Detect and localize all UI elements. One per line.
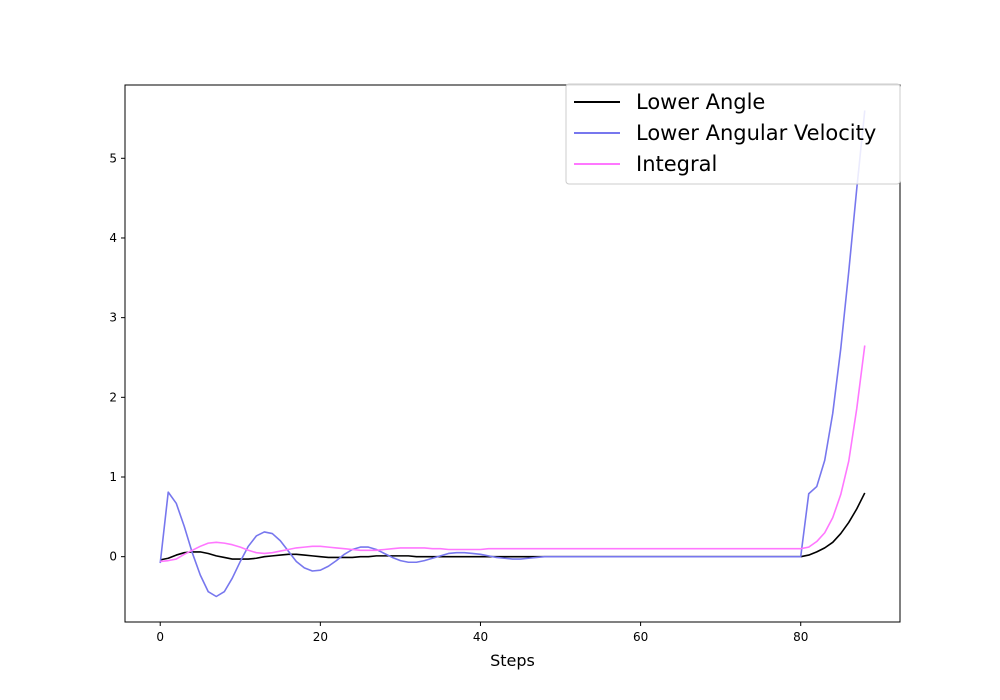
x-tick-label: 20 xyxy=(313,630,328,644)
y-tick-label: 0 xyxy=(109,550,117,564)
y-tick-label: 1 xyxy=(109,470,117,484)
series-line-2 xyxy=(160,345,866,563)
y-tick-label: 5 xyxy=(109,151,117,165)
x-tick-label: 60 xyxy=(633,630,648,644)
legend-label-1: Lower Angular Velocity xyxy=(636,121,876,145)
legend-box xyxy=(565,83,901,185)
x-axis-label: Steps xyxy=(490,651,535,670)
x-axis: 0 20 40 60 80 xyxy=(156,622,808,644)
x-tick-label: 40 xyxy=(473,630,488,644)
y-tick-label: 3 xyxy=(109,311,117,325)
x-tick-label: 0 xyxy=(156,630,164,644)
axes-frame xyxy=(124,84,901,623)
y-tick-label: 4 xyxy=(109,231,117,245)
y-axis: 0 1 2 3 4 5 xyxy=(109,151,125,564)
series-line-1 xyxy=(159,110,866,598)
legend-label-0: Lower Angle xyxy=(636,90,765,114)
series-layer xyxy=(159,110,866,598)
x-tick-label: 80 xyxy=(793,630,808,644)
y-tick-label: 2 xyxy=(109,390,117,404)
legend-label-2: Integral xyxy=(636,152,717,176)
legend: Lower Angle Lower Angular Velocity Integra… xyxy=(565,83,901,185)
